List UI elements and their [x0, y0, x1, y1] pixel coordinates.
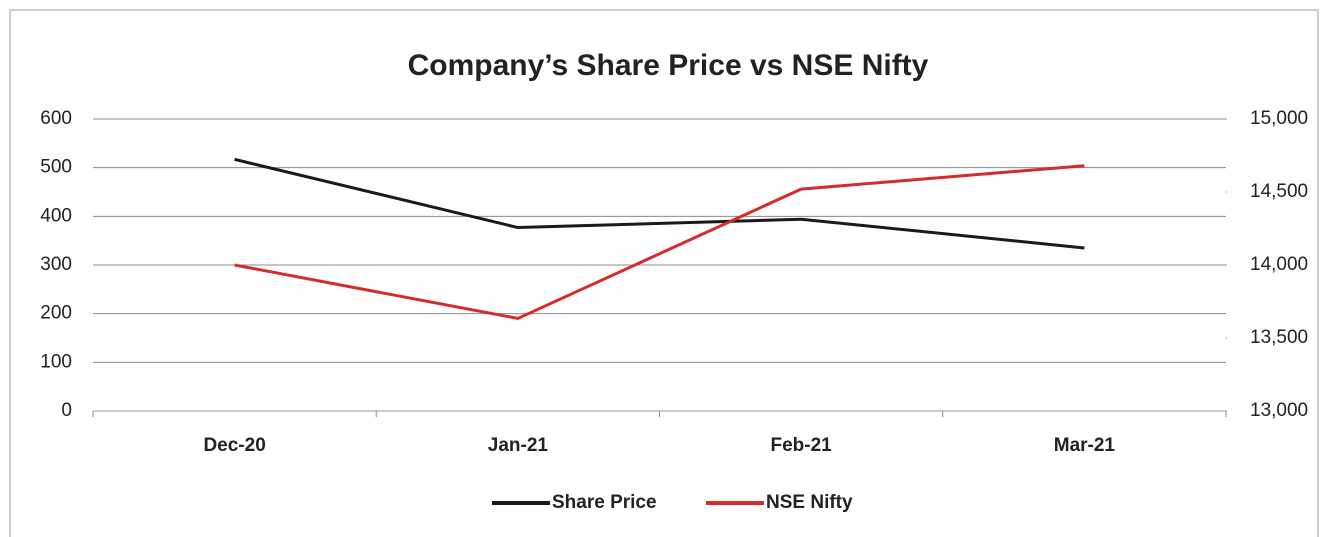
y2-tick-label: 15,000	[1250, 108, 1308, 129]
y2-tick-label: 14,500	[1250, 181, 1308, 202]
legend-label: NSE Nifty	[766, 492, 853, 513]
legend-label: Share Price	[552, 492, 657, 513]
y-tick-label: 500	[40, 157, 72, 178]
chart-title: Company’s Share Price vs NSE Nifty	[408, 49, 929, 82]
x-tick-label: Jan-21	[488, 435, 549, 456]
chart-border	[9, 9, 1319, 537]
x-tick-label: Dec-20	[203, 435, 265, 456]
series-line	[234, 157, 1085, 250]
x-tick-label: Feb-21	[771, 435, 833, 456]
y-tick-label: 0	[61, 400, 72, 421]
y2-tick-label: 13,000	[1250, 400, 1308, 421]
series-line	[234, 164, 1085, 320]
y-tick-label: 100	[40, 351, 72, 372]
y2-tick-label: 13,500	[1250, 327, 1308, 348]
y2-tick-label: 14,000	[1250, 254, 1308, 275]
y-tick-label: 600	[40, 108, 72, 129]
y-tick-label: 400	[40, 205, 72, 226]
x-tick-label: Mar-21	[1054, 435, 1116, 456]
y-tick-label: 200	[40, 303, 72, 324]
y-tick-label: 300	[40, 254, 72, 275]
